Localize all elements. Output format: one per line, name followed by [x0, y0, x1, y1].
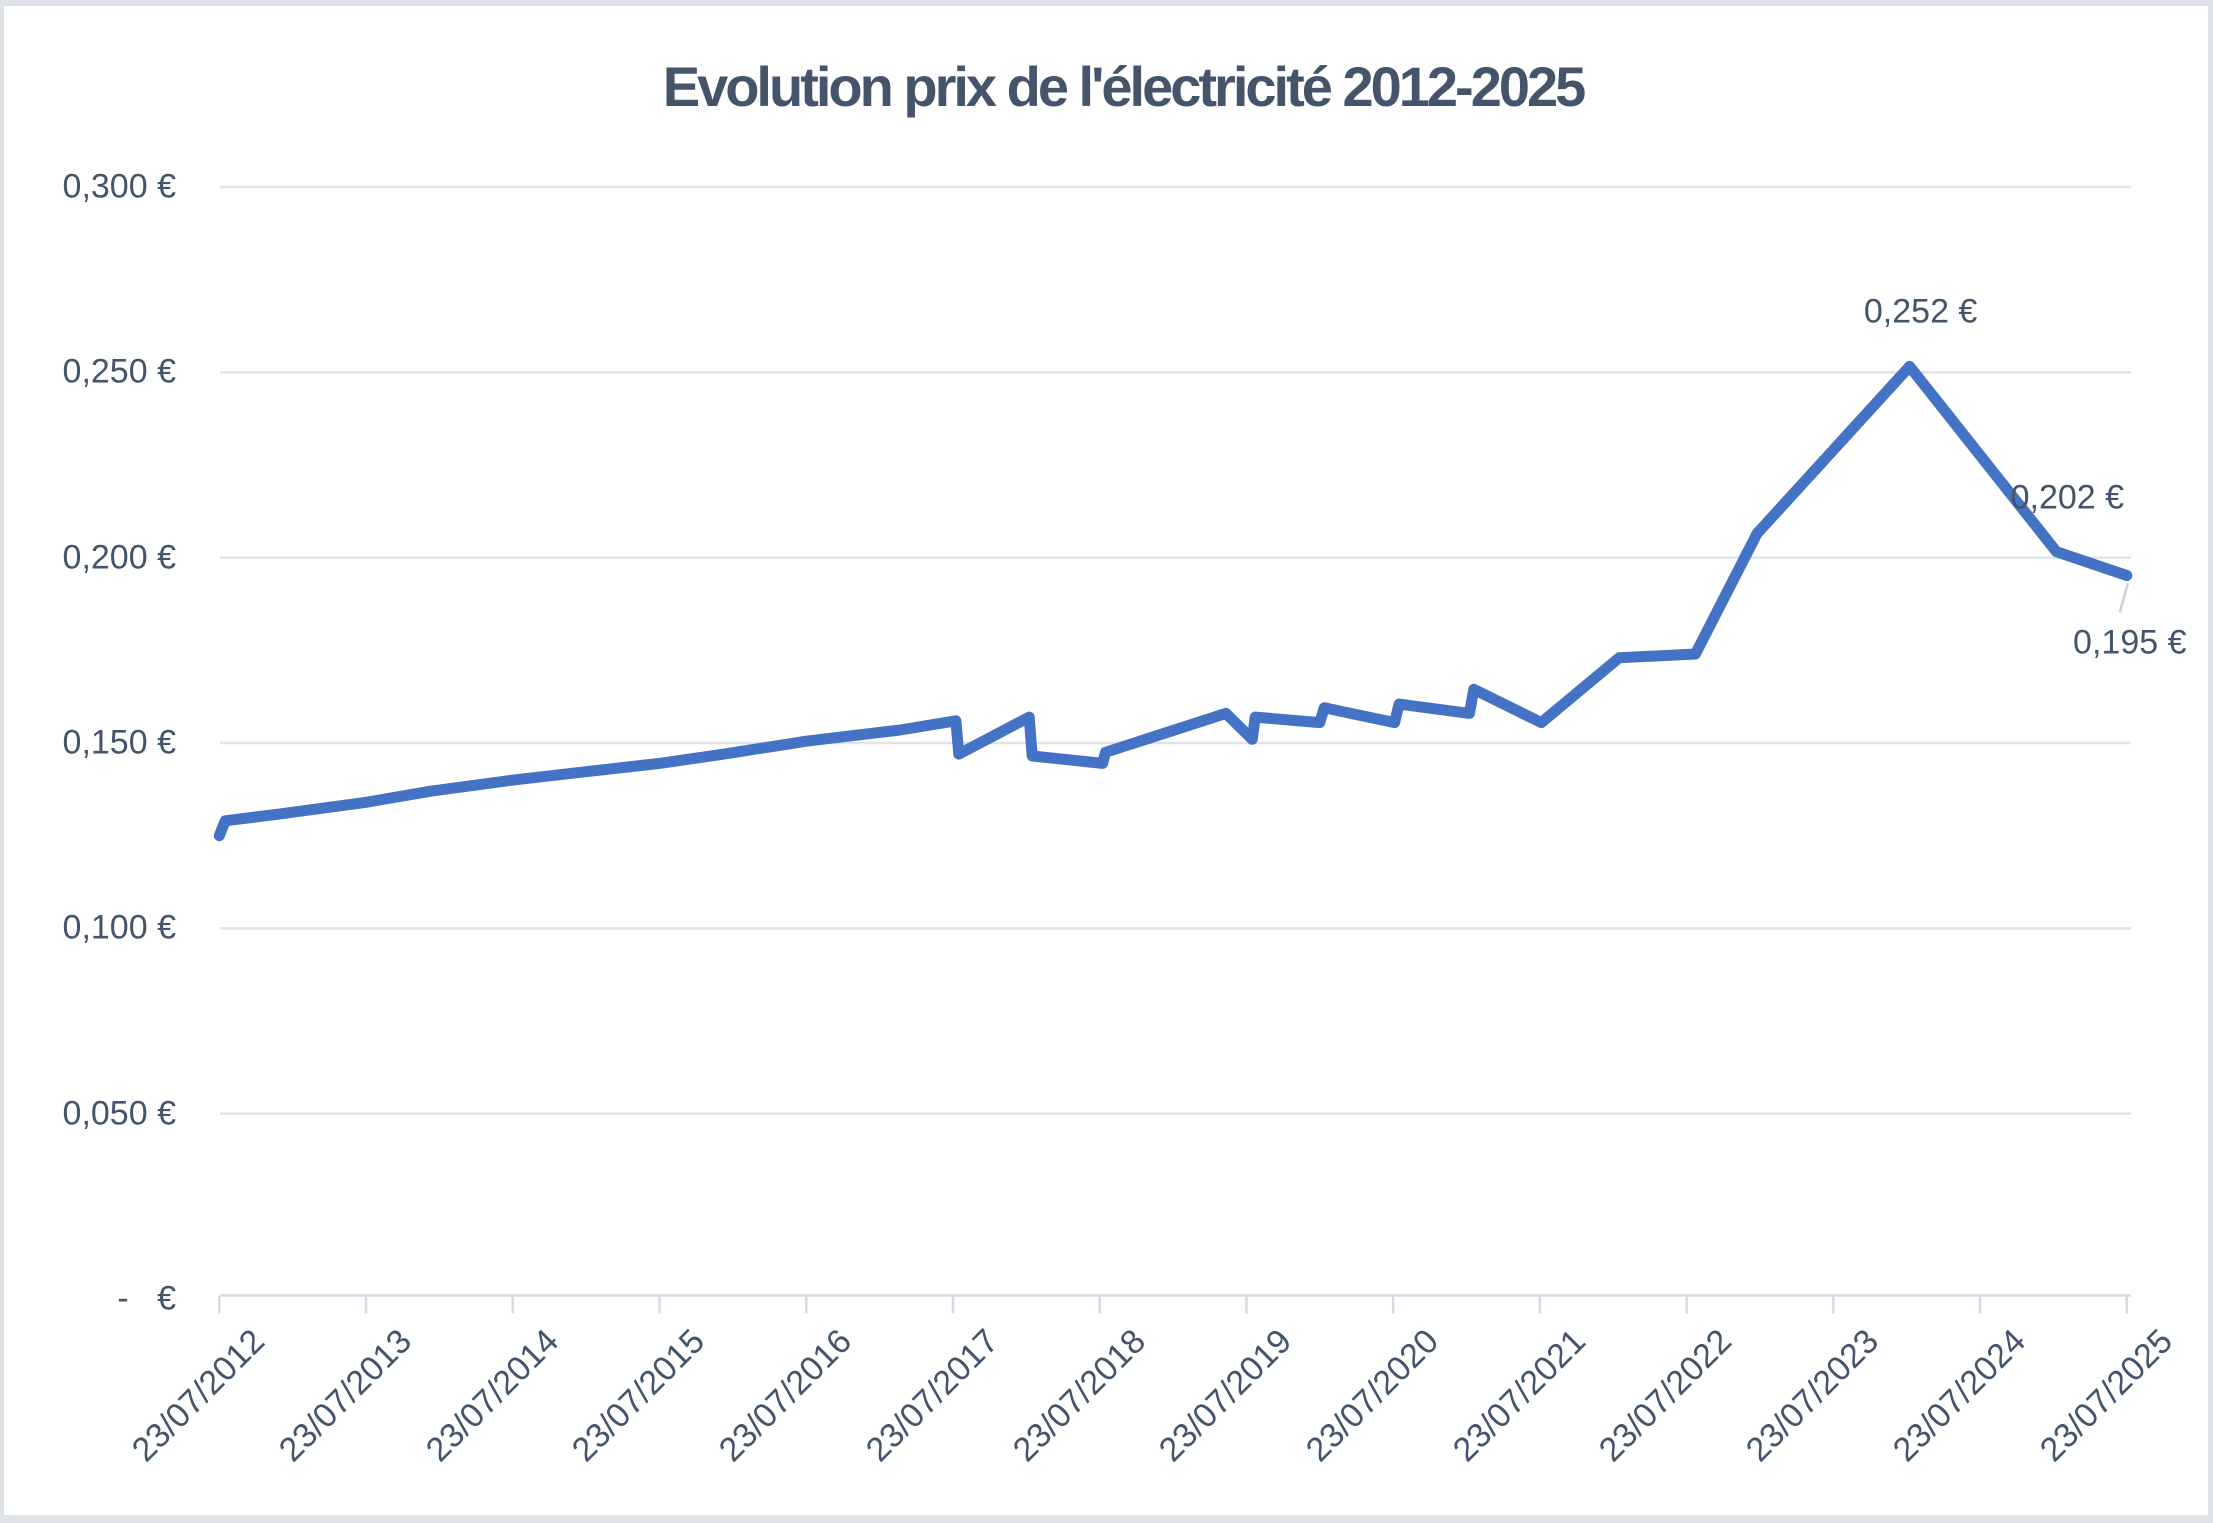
x-axis	[218, 1294, 2131, 1314]
y-axis-label: 0,300 €	[62, 167, 176, 206]
plot-area	[213, 185, 2133, 1314]
data-label: 0,195 €	[2073, 623, 2187, 662]
y-axis-label: 0,050 €	[62, 1094, 176, 1133]
y-axis-label: 0,150 €	[62, 723, 176, 762]
data-label: 0,202 €	[2010, 478, 2125, 517]
price-line-group	[213, 360, 2133, 842]
leader-line	[2118, 583, 2129, 613]
y-axis-label: - €	[117, 1279, 176, 1318]
price-line	[213, 360, 2133, 842]
y-axis-label: 0,250 €	[62, 352, 176, 391]
y-axis-label: 0,100 €	[62, 908, 176, 947]
y-axis-label: 0,200 €	[62, 538, 176, 577]
chart-title: Evolution prix de l'électricité 2012-202…	[662, 55, 1587, 118]
data-label: 0,252 €	[1863, 292, 1978, 331]
leader-line-group	[2118, 583, 2129, 613]
gridlines	[220, 185, 2131, 1115]
